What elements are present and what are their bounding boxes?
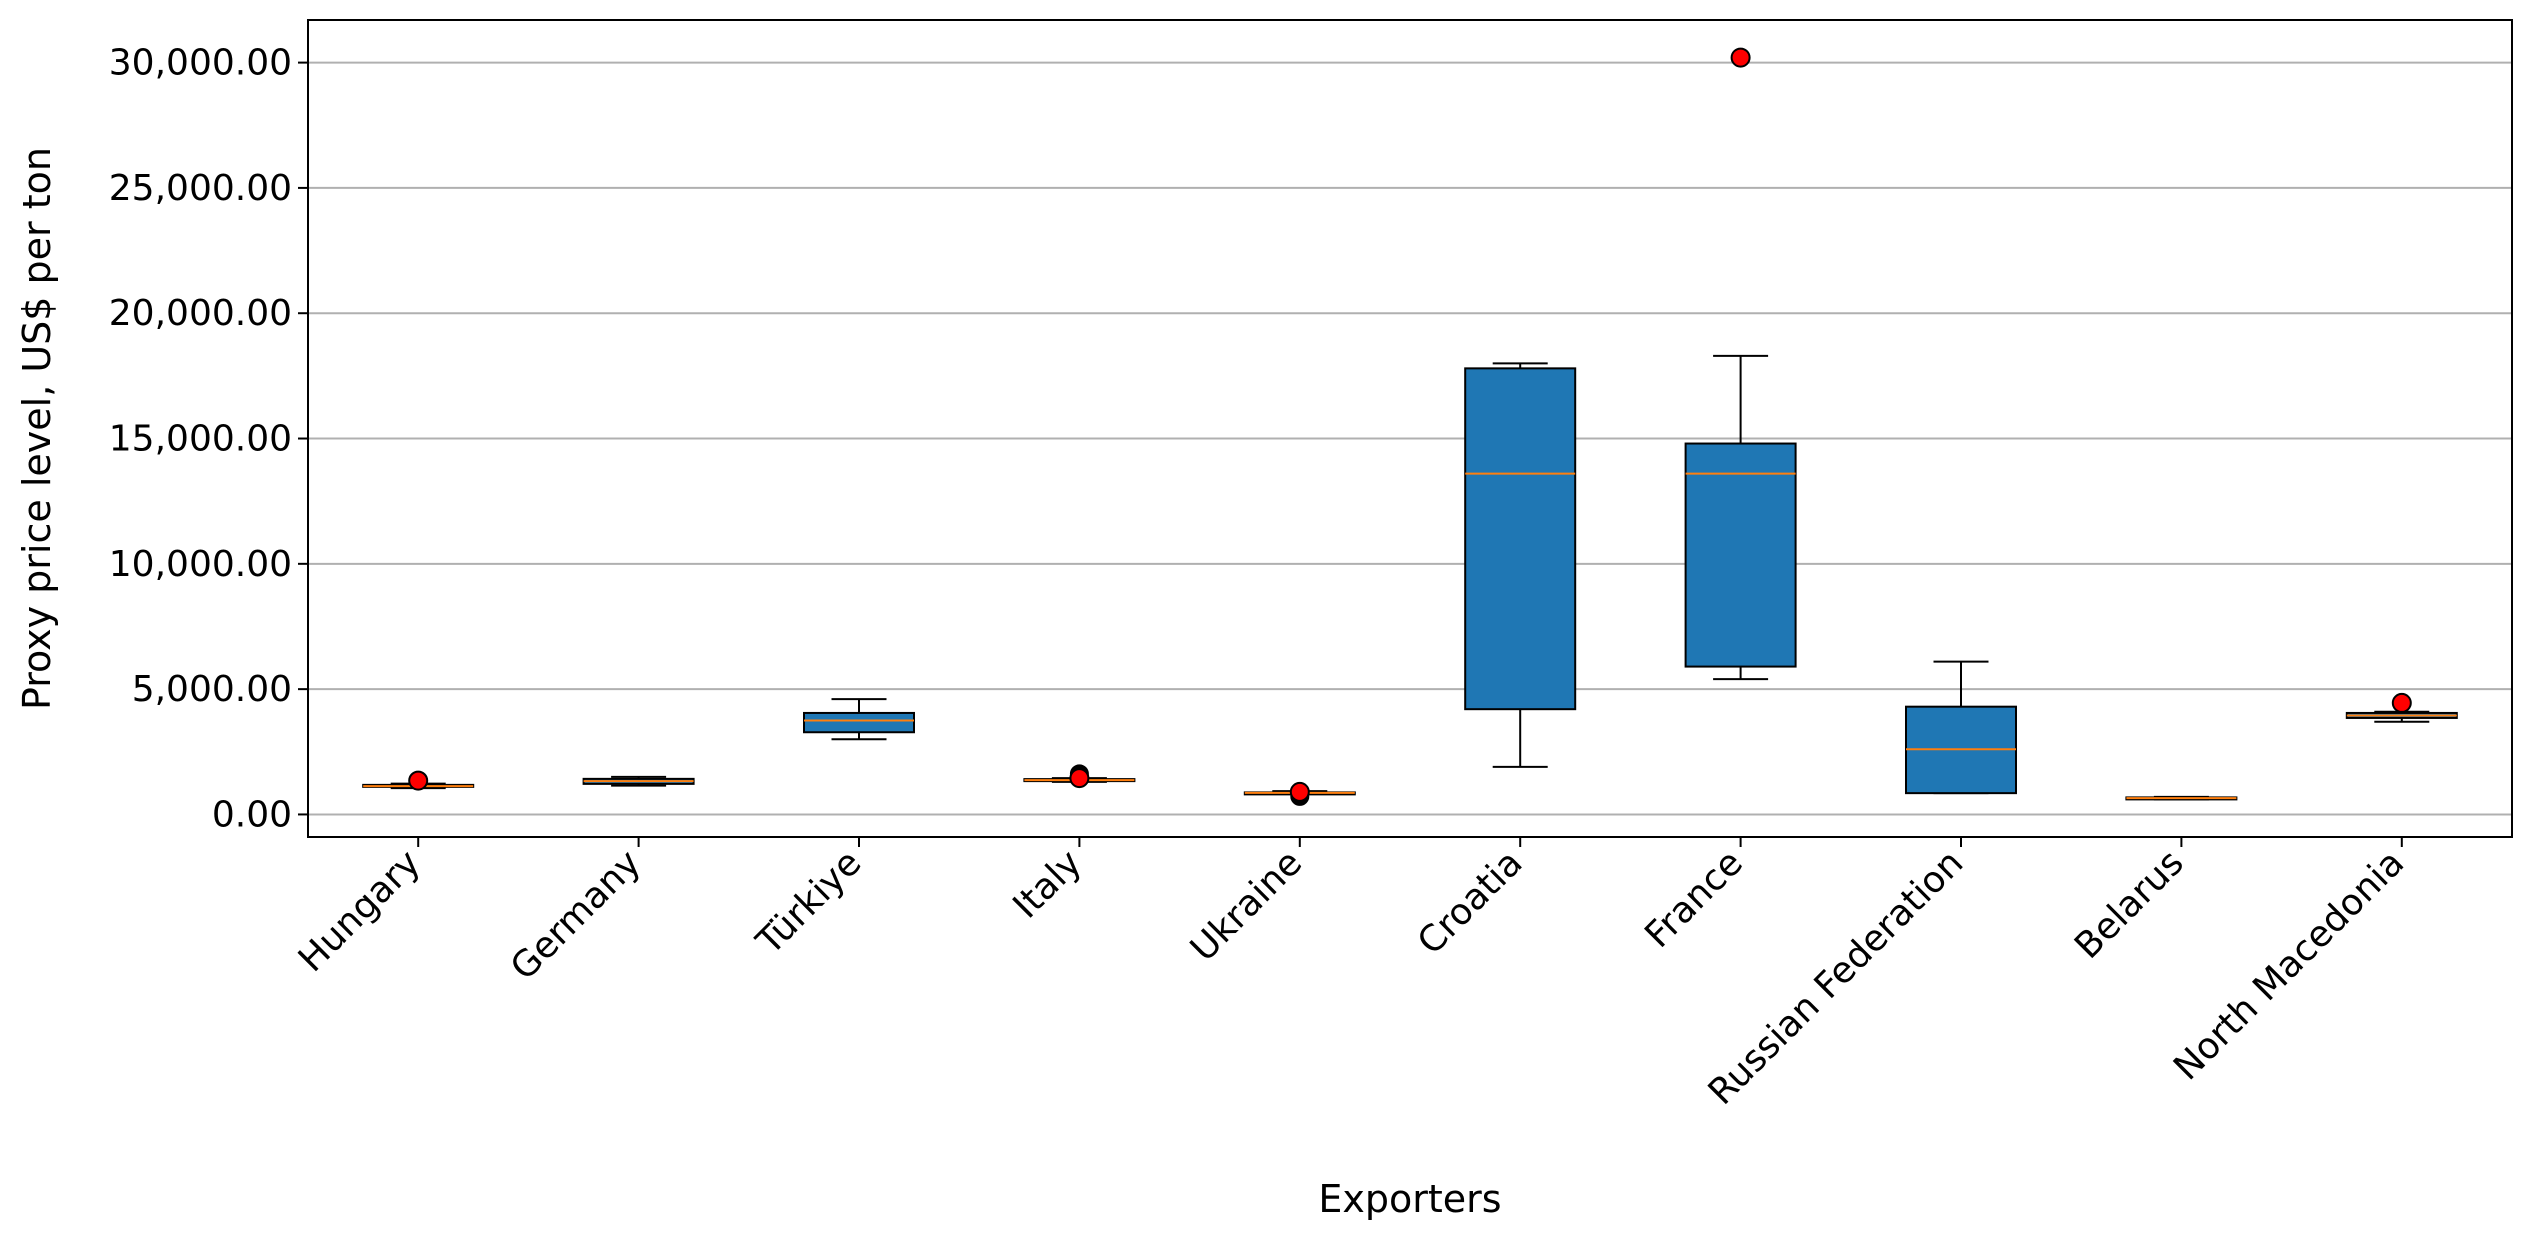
y-tick-label: 30,000.00 <box>109 43 292 84</box>
highlight-point <box>1289 781 1310 802</box>
box-body <box>1684 442 1797 668</box>
x-tick-label: Italy <box>1006 842 1090 926</box>
highlight-point <box>1069 768 1090 789</box>
plot-frame <box>307 19 2513 838</box>
y-tick-label: 20,000.00 <box>109 293 292 334</box>
x-tick-label: Croatia <box>1410 842 1531 963</box>
highlight-point <box>2391 692 2412 713</box>
y-tick-label: 10,000.00 <box>109 544 292 585</box>
x-tick-label: North Macedonia <box>2166 842 2412 1088</box>
x-axis-label: Exporters <box>1318 1177 1501 1221</box>
x-tick-label: Germany <box>503 842 649 988</box>
axis-layer: 0.00 5,000.00 10,000.00 15,000.00 20,000.00 2… <box>109 43 2412 1113</box>
box-body <box>1464 367 1577 711</box>
x-tick-label: Ukraine <box>1183 842 1310 969</box>
x-tick-label: Türkiye <box>748 842 869 963</box>
x-tick-label: Russian Federation <box>1701 842 1972 1113</box>
point-layer <box>408 47 2412 806</box>
y-tick-label: 25,000.00 <box>109 168 292 209</box>
box-layer <box>362 354 2458 801</box>
highlight-point <box>408 770 429 791</box>
x-tick-label: France <box>1637 842 1751 956</box>
y-tick-label: 15,000.00 <box>109 419 292 460</box>
highlight-point <box>1730 47 1751 68</box>
grid-layer <box>308 61 2512 816</box>
x-tick-label: Belarus <box>2067 842 2192 967</box>
y-tick-label: 0.00 <box>212 794 292 835</box>
y-tick-label: 5,000.00 <box>132 669 292 710</box>
x-tick-label: Hungary <box>291 842 429 980</box>
y-axis-label: Proxy price level, US$ per ton <box>15 147 59 710</box>
box-body <box>803 711 915 734</box>
